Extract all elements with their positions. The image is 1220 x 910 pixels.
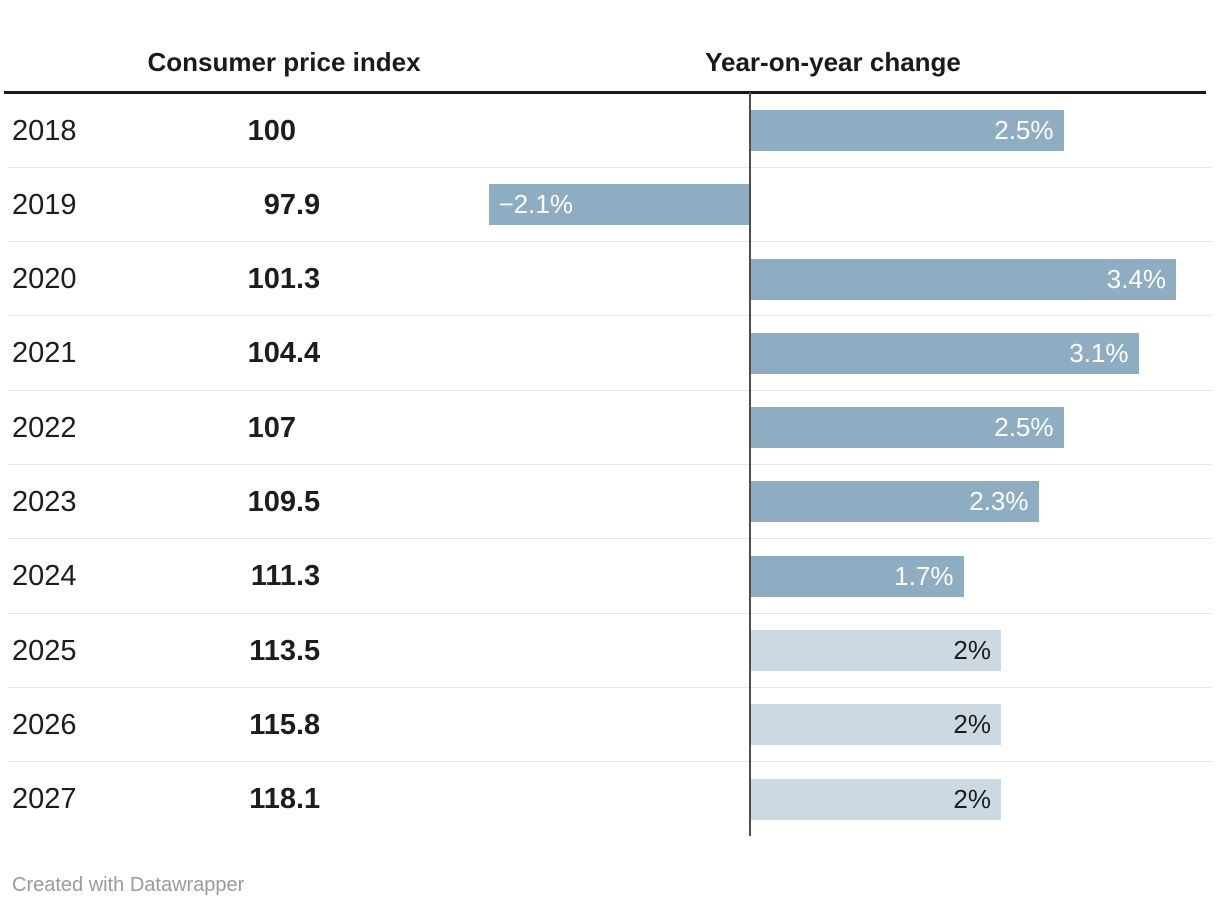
cpi-int: 113 <box>249 634 296 667</box>
year-label: 2024 <box>12 560 77 593</box>
yoy-bar: 2.5% <box>751 407 1064 449</box>
year-label: 2021 <box>12 337 77 370</box>
yoy-bar: 2.5% <box>751 110 1064 151</box>
table-row: 2025 113.5 2% <box>8 614 1212 688</box>
yoy-bar-label: 1.7% <box>894 560 954 591</box>
table-row: 2020 101.3 3.4% <box>8 242 1212 317</box>
yoy-bar: 1.7% <box>751 555 964 597</box>
year-label: 2018 <box>12 114 77 147</box>
cpi-int: 118 <box>249 783 296 816</box>
cpi-frac: .8 <box>296 708 321 741</box>
year-label: 2026 <box>12 708 77 741</box>
table-row: 2023 109.5 2.3% <box>8 465 1212 540</box>
cpi-int: 115 <box>249 708 296 741</box>
cpi-int: 100 <box>247 114 296 147</box>
cpi-value: 109.5 <box>150 465 321 539</box>
cpi-value: 97.9 <box>150 168 320 242</box>
yoy-bar: 3.4% <box>751 258 1176 300</box>
cpi-frac: .9 <box>296 188 321 221</box>
yoy-bar-label: 2% <box>953 635 991 666</box>
column-header-yoy: Year-on-year change <box>705 47 961 77</box>
cpi-value: 118.1 <box>150 762 320 836</box>
yoy-bar-label: 3.4% <box>1106 263 1166 294</box>
table-row: 2022 107 2.5% <box>8 391 1212 465</box>
yoy-bar-label: −2.1% <box>498 189 573 220</box>
yoy-bar-label: 2% <box>953 783 991 814</box>
yoy-bar: −2.1% <box>488 184 751 226</box>
table-row: 2018 100 2.5% <box>8 94 1212 168</box>
cpi-value: 100 <box>150 94 296 168</box>
yoy-bar-label: 3.1% <box>1069 337 1129 368</box>
cpi-frac: .3 <box>296 560 321 593</box>
cpi-int: 109 <box>247 485 296 518</box>
cpi-frac: .5 <box>296 634 321 667</box>
cpi-frac: .5 <box>296 485 321 518</box>
header-rule <box>4 91 1206 94</box>
yoy-bar: 3.1% <box>751 332 1139 374</box>
yoy-bar-label: 2.3% <box>969 486 1029 517</box>
yoy-bar: 2.3% <box>751 481 1039 523</box>
year-label: 2019 <box>12 188 77 221</box>
zero-baseline <box>749 92 751 836</box>
cpi-int: 97 <box>263 188 296 221</box>
cpi-frac: .1 <box>296 783 321 816</box>
table-row: 2019 97.9 −2.1% <box>8 168 1212 243</box>
cpi-value: 113.5 <box>150 614 320 688</box>
yoy-bar: 2% <box>751 704 1001 746</box>
cpi-int: 107 <box>247 411 296 444</box>
cpi-int: 111 <box>250 560 296 593</box>
table-body: 2018 100 2.5% 2019 97.9 −2.1% 2020 101.3… <box>8 94 1212 837</box>
yoy-bar-label: 2.5% <box>994 115 1054 145</box>
table-row: 2026 115.8 2% <box>8 688 1212 763</box>
yoy-bar: 2% <box>751 778 1001 820</box>
table-row: 2024 111.3 1.7% <box>8 539 1212 614</box>
cpi-value: 104.4 <box>150 316 321 390</box>
year-label: 2027 <box>12 783 77 816</box>
datawrapper-credit-link[interactable]: Created with Datawrapper <box>12 874 245 896</box>
table-row: 2027 118.1 2% <box>8 762 1212 836</box>
cpi-value: 115.8 <box>150 688 320 762</box>
year-label: 2023 <box>12 485 77 518</box>
cpi-frac: .4 <box>296 337 321 370</box>
yoy-bar-label: 2.5% <box>994 412 1054 443</box>
year-label: 2025 <box>12 634 77 667</box>
cpi-frac: .3 <box>296 263 321 296</box>
cpi-int: 104 <box>247 337 296 370</box>
table-row: 2021 104.4 3.1% <box>8 316 1212 391</box>
cpi-value: 107 <box>150 391 296 465</box>
cpi-value: 101.3 <box>150 242 321 316</box>
cpi-int: 101 <box>247 263 296 296</box>
year-label: 2020 <box>12 263 77 296</box>
column-header-cpi: Consumer price index <box>147 47 421 77</box>
cpi-value: 111.3 <box>150 539 320 613</box>
yoy-bar-label: 2% <box>953 709 991 740</box>
year-label: 2022 <box>12 411 77 444</box>
yoy-bar: 2% <box>751 630 1001 672</box>
